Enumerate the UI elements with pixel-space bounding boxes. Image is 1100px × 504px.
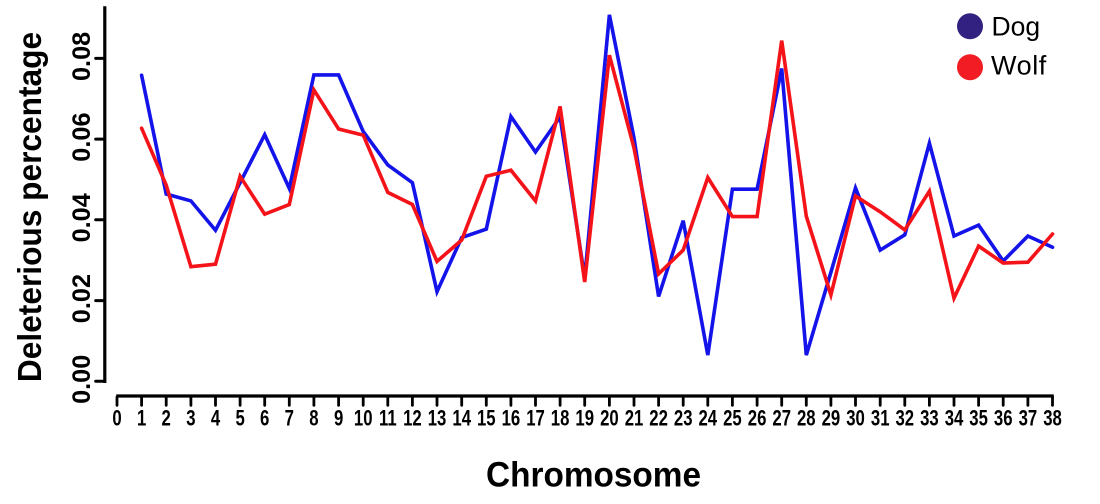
svg-text:8: 8 — [309, 406, 318, 431]
svg-text:10: 10 — [354, 406, 373, 431]
svg-text:25: 25 — [723, 406, 742, 431]
svg-text:0.02: 0.02 — [68, 274, 96, 323]
svg-text:23: 23 — [674, 406, 693, 431]
svg-text:33: 33 — [920, 406, 939, 431]
svg-text:17: 17 — [526, 406, 545, 431]
svg-text:16: 16 — [502, 406, 521, 431]
svg-text:21: 21 — [625, 406, 644, 431]
svg-text:6: 6 — [260, 406, 269, 431]
svg-text:28: 28 — [797, 406, 816, 431]
svg-text:26: 26 — [748, 406, 767, 431]
svg-text:24: 24 — [698, 406, 717, 431]
svg-text:Wolf: Wolf — [991, 50, 1047, 80]
svg-text:2: 2 — [162, 406, 171, 431]
svg-text:Dog: Dog — [992, 12, 1041, 42]
svg-text:36: 36 — [994, 406, 1013, 431]
svg-text:0.04: 0.04 — [68, 193, 96, 242]
svg-text:29: 29 — [822, 406, 841, 431]
svg-text:37: 37 — [1019, 406, 1038, 431]
svg-text:15: 15 — [477, 406, 496, 431]
svg-text:30: 30 — [846, 406, 865, 431]
svg-text:0.00: 0.00 — [68, 355, 96, 404]
svg-text:34: 34 — [945, 406, 964, 431]
svg-text:19: 19 — [575, 406, 594, 431]
svg-text:27: 27 — [772, 406, 791, 431]
svg-text:22: 22 — [649, 406, 668, 431]
svg-text:13: 13 — [428, 406, 447, 431]
svg-text:0: 0 — [112, 406, 121, 431]
svg-text:9: 9 — [334, 406, 343, 431]
svg-text:Deleterious percentage: Deleterious percentage — [11, 32, 48, 382]
svg-text:7: 7 — [285, 406, 294, 431]
svg-text:31: 31 — [871, 406, 890, 431]
svg-text:5: 5 — [235, 406, 244, 431]
svg-text:20: 20 — [600, 406, 619, 431]
svg-text:14: 14 — [452, 406, 471, 431]
svg-text:1: 1 — [137, 406, 146, 431]
svg-text:0.06: 0.06 — [68, 112, 96, 161]
svg-text:12: 12 — [403, 406, 422, 431]
svg-text:11: 11 — [379, 406, 397, 431]
svg-text:35: 35 — [969, 406, 988, 431]
svg-text:0.08: 0.08 — [68, 32, 96, 81]
svg-text:4: 4 — [211, 406, 220, 431]
svg-text:32: 32 — [895, 406, 914, 431]
svg-text:18: 18 — [551, 406, 570, 431]
svg-text:3: 3 — [186, 406, 195, 431]
svg-text:38: 38 — [1043, 406, 1062, 431]
svg-text:Chromosome: Chromosome — [486, 456, 701, 495]
